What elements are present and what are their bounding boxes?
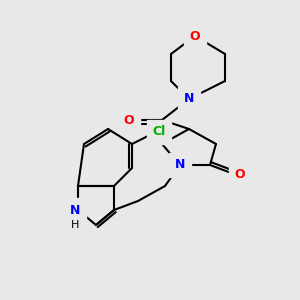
Text: N: N (70, 203, 80, 217)
Text: N: N (175, 158, 185, 172)
Text: Cl: Cl (152, 125, 166, 139)
Text: H: H (71, 220, 79, 230)
Text: N: N (184, 92, 194, 106)
Text: O: O (235, 167, 245, 181)
Text: O: O (190, 29, 200, 43)
Text: O: O (124, 113, 134, 127)
